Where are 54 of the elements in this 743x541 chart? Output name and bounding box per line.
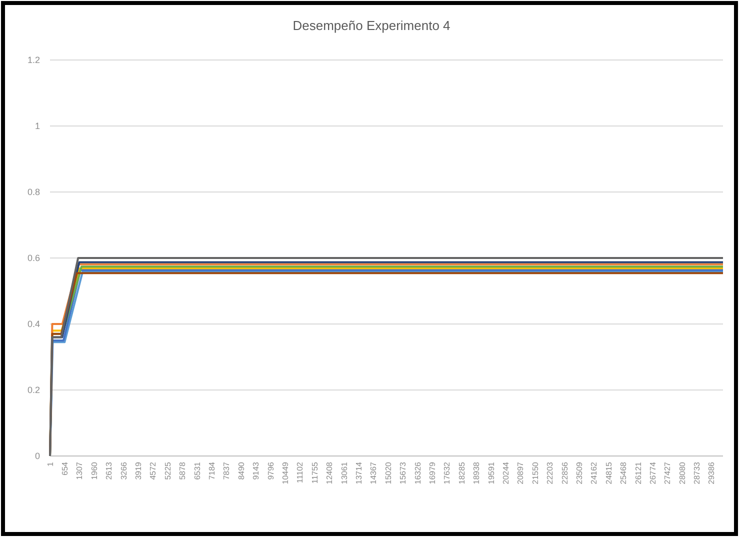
x-tick-label: 1960 — [90, 461, 99, 480]
x-tick-label: 1307 — [75, 461, 84, 480]
x-tick-label: 25468 — [619, 461, 628, 484]
x-tick-label: 7837 — [222, 461, 232, 480]
y-tick-label: 0 — [34, 451, 40, 462]
y-tick-label: 0.4 — [27, 319, 40, 330]
x-tick-label: 10449 — [280, 461, 290, 484]
x-tick-label: 27427 — [663, 461, 672, 484]
y-tick-label: 1.2 — [27, 55, 40, 66]
x-tick-label: 22856 — [560, 461, 570, 484]
x-tick-label: 17632 — [442, 461, 452, 484]
x-tick-label: 18285 — [457, 461, 466, 484]
x-tick-label: 15020 — [384, 461, 393, 484]
y-tick-label: 0.2 — [27, 385, 40, 396]
x-tick-label: 11102 — [296, 461, 305, 484]
x-tick-label: 2613 — [104, 461, 114, 480]
x-tick-label: 19591 — [486, 461, 496, 484]
x-tick-label: 11755 — [310, 461, 320, 484]
x-tick-label: 13714 — [354, 461, 364, 484]
y-tick-label: 1 — [34, 121, 40, 132]
x-tick-label: 5225 — [163, 461, 172, 480]
x-tick-label: 3919 — [134, 461, 143, 480]
y-tick-label: 0.8 — [27, 187, 40, 198]
x-tick-label: 28733 — [692, 461, 702, 484]
x-tick-label: 15673 — [398, 461, 408, 484]
x-tick-label: 9796 — [266, 461, 276, 480]
x-tick-label: 8490 — [236, 461, 246, 480]
x-tick-label: 20244 — [501, 461, 510, 484]
x-tick-label: 7184 — [207, 461, 216, 480]
x-tick-label: 23509 — [574, 461, 584, 484]
x-tick-label: 13061 — [340, 461, 349, 484]
x-tick-label: 21550 — [530, 461, 540, 484]
x-tick-label: 24162 — [590, 461, 599, 484]
x-tick-label: 16979 — [428, 461, 437, 484]
x-tick-label: 3266 — [119, 461, 128, 480]
x-tick-label: 12408 — [325, 461, 334, 484]
x-tick-label: 28080 — [678, 461, 687, 484]
x-tick-label: 5878 — [178, 461, 188, 480]
x-tick-label: 29386 — [707, 461, 716, 484]
x-tick-label: 16326 — [413, 461, 422, 484]
x-tick-label: 654 — [60, 461, 70, 476]
x-tick-label: 26774 — [648, 461, 658, 484]
x-tick-label: 4572 — [148, 461, 158, 480]
x-tick-label: 24815 — [604, 461, 614, 484]
x-tick-label: 22203 — [546, 461, 555, 484]
y-tick-label: 0.6 — [27, 253, 40, 264]
x-tick-label: 6531 — [192, 461, 202, 480]
chart-title: Desempeño Experimento 4 — [292, 18, 450, 33]
x-tick-label: 14367 — [369, 461, 378, 484]
x-tick-label: 18938 — [472, 461, 482, 484]
x-tick-label: 26121 — [634, 461, 643, 484]
x-tick-label: 1 — [46, 461, 55, 466]
x-tick-label: 9143 — [252, 461, 261, 480]
x-tick-label: 20897 — [516, 461, 526, 484]
